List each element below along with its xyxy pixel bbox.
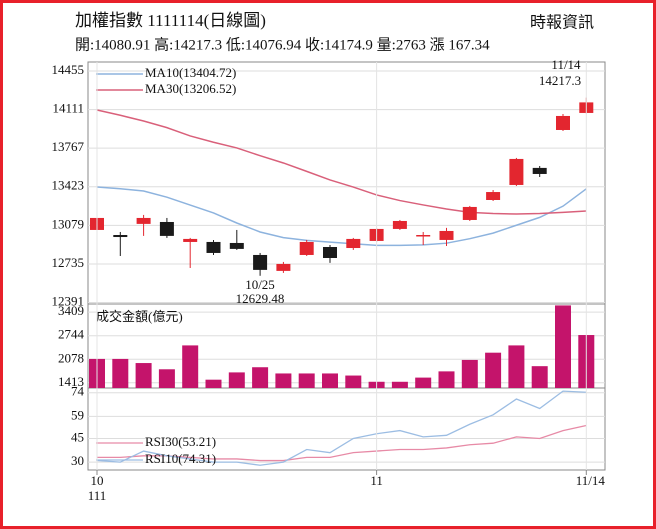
bar <box>508 345 525 388</box>
bar <box>461 359 478 388</box>
bar <box>182 345 199 388</box>
candle-body <box>299 241 314 255</box>
panel-title: 成交金額(億元) <box>96 309 183 324</box>
candle-body <box>556 115 570 130</box>
bar <box>391 381 408 388</box>
candle-body <box>462 206 477 220</box>
bar <box>438 371 455 388</box>
year-label: 111 <box>88 488 107 503</box>
legend-label: RSI30(53.21) <box>145 434 216 449</box>
bar <box>112 358 129 388</box>
annotation: 10/25 <box>245 277 275 292</box>
candle-body <box>229 242 244 249</box>
bar <box>275 373 292 388</box>
candle-body <box>509 158 524 185</box>
x-tick-label: 11 <box>370 473 383 488</box>
candle-body <box>136 217 151 224</box>
candle-body <box>159 221 174 236</box>
candle-body <box>532 167 547 174</box>
bar <box>555 305 571 388</box>
y-tick-label: 13767 <box>52 139 85 154</box>
candle-body <box>346 238 361 249</box>
candle-body <box>183 238 198 242</box>
x-tick-label: 11/14 <box>576 473 606 488</box>
bar <box>228 372 245 388</box>
chart-title: 加權指數 1111114(日線圖) <box>75 11 266 30</box>
y-tick-label: 2078 <box>58 350 84 365</box>
candle-body <box>276 263 291 271</box>
y-tick-label: 2744 <box>58 327 85 342</box>
ma-line <box>96 109 587 215</box>
y-tick-label: 13423 <box>52 178 85 193</box>
candle-body <box>206 241 221 253</box>
candle-body <box>416 235 431 237</box>
bar <box>158 369 175 388</box>
candle-body <box>486 192 501 200</box>
ma-line <box>96 186 587 247</box>
y-tick-label: 3409 <box>58 303 84 318</box>
summary: 開:14080.91 高:14217.3 低:14076.94 收:14174.… <box>75 36 490 53</box>
candle-body <box>439 230 454 240</box>
bar <box>322 373 338 388</box>
y-tick-label: 59 <box>71 407 84 422</box>
candle-body <box>113 235 128 238</box>
y-tick-label: 30 <box>71 453 84 468</box>
bar <box>345 375 362 388</box>
y-tick-label: 45 <box>71 429 84 444</box>
y-tick-label: 12391 <box>52 294 85 309</box>
candle-body <box>323 247 337 259</box>
bar <box>298 373 315 388</box>
legend-label: MA10(13404.72) <box>145 65 236 80</box>
legend-label: RSI10(74.31) <box>145 451 216 466</box>
annotation: 12629.48 <box>236 291 285 306</box>
annotation: 14217.3 <box>539 73 581 88</box>
candle-body <box>392 220 407 229</box>
candle-body <box>253 254 268 270</box>
x-tick-label: 10 <box>91 473 104 488</box>
rsi-line <box>97 424 587 462</box>
annotation: 11/14 <box>551 57 581 72</box>
y-tick-label: 13079 <box>52 216 85 231</box>
source: 時報資訊 <box>530 14 594 32</box>
bar <box>415 377 432 388</box>
y-tick-label: 12735 <box>52 255 85 270</box>
bar <box>531 366 548 388</box>
bar <box>252 367 269 388</box>
plot-frame <box>87 61 606 471</box>
bar <box>485 352 502 388</box>
legend-label: MA30(13206.52) <box>145 81 236 96</box>
y-tick-label: 74 <box>71 384 85 399</box>
y-tick-label: 14455 <box>52 62 85 77</box>
rsi-line <box>96 390 587 466</box>
y-tick-label: 14111 <box>52 101 84 116</box>
bar <box>205 379 222 388</box>
y-tick-label: 1413 <box>58 374 84 389</box>
bar <box>135 363 152 388</box>
